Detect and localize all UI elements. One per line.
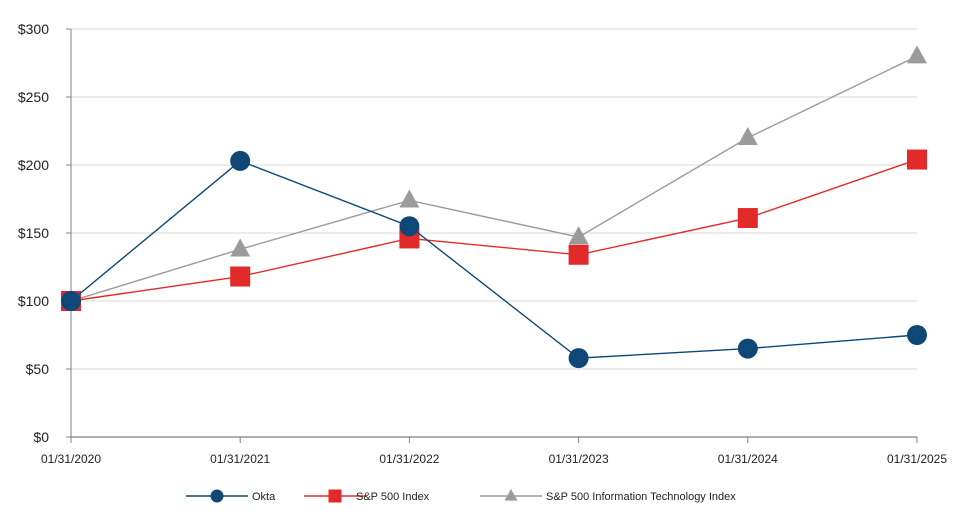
axes: $0 $50 $100 $150 $200 $250 $300 01/31/2020 01/31… — [18, 21, 948, 466]
x-tick-label: 01/31/2021 — [210, 452, 270, 466]
series-s-p-500-information-technology-index — [61, 45, 927, 309]
legend-label: Okta — [252, 491, 276, 503]
series-lines — [61, 45, 927, 369]
y-tick-label: $250 — [18, 89, 49, 105]
legend-label: S&P 500 Information Technology Index — [546, 491, 736, 503]
data-point — [907, 149, 927, 170]
data-point — [399, 189, 420, 208]
legend: Okta S&P 500 Index S&P 500 Information Tec… — [186, 488, 736, 503]
data-point — [230, 238, 251, 257]
series-line — [70, 158, 918, 302]
data-point — [737, 127, 758, 145]
y-tick-label: $50 — [26, 361, 50, 377]
data-point — [230, 150, 251, 171]
x-tick-label: 01/31/2023 — [549, 452, 609, 466]
y-tick-label: $0 — [33, 429, 49, 445]
y-tick-label: $300 — [18, 21, 49, 37]
legend-item: S&P 500 Information Technology Index — [480, 488, 736, 503]
series-line — [70, 55, 918, 302]
data-point — [399, 216, 420, 237]
data-point — [568, 348, 589, 369]
legend-marker — [210, 489, 224, 503]
x-tick-label: 01/31/2024 — [718, 452, 778, 466]
data-point — [61, 291, 81, 311]
data-point — [568, 226, 589, 245]
x-tick-label: 01/31/2025 — [887, 452, 947, 466]
data-point — [907, 325, 927, 345]
data-point — [737, 338, 758, 359]
series-line — [70, 160, 918, 359]
legend-marker — [504, 488, 518, 501]
legend-label: S&P 500 Index — [356, 491, 430, 503]
x-tick-label: 01/31/2020 — [41, 452, 101, 466]
data-point — [737, 208, 758, 229]
legend-marker — [328, 489, 342, 503]
grid-lines — [71, 28, 917, 370]
y-tick-label: $200 — [18, 157, 49, 173]
series-okta — [61, 150, 927, 369]
series-s-p-500-index — [61, 149, 927, 311]
data-point — [568, 244, 589, 265]
legend-item: Okta — [186, 489, 276, 503]
legend-item: S&P 500 Index — [304, 489, 430, 503]
y-tick-label: $100 — [18, 293, 49, 309]
data-point — [907, 45, 927, 64]
x-tick-label: 01/31/2022 — [379, 452, 439, 466]
data-point — [230, 266, 251, 287]
y-tick-label: $150 — [18, 225, 49, 241]
